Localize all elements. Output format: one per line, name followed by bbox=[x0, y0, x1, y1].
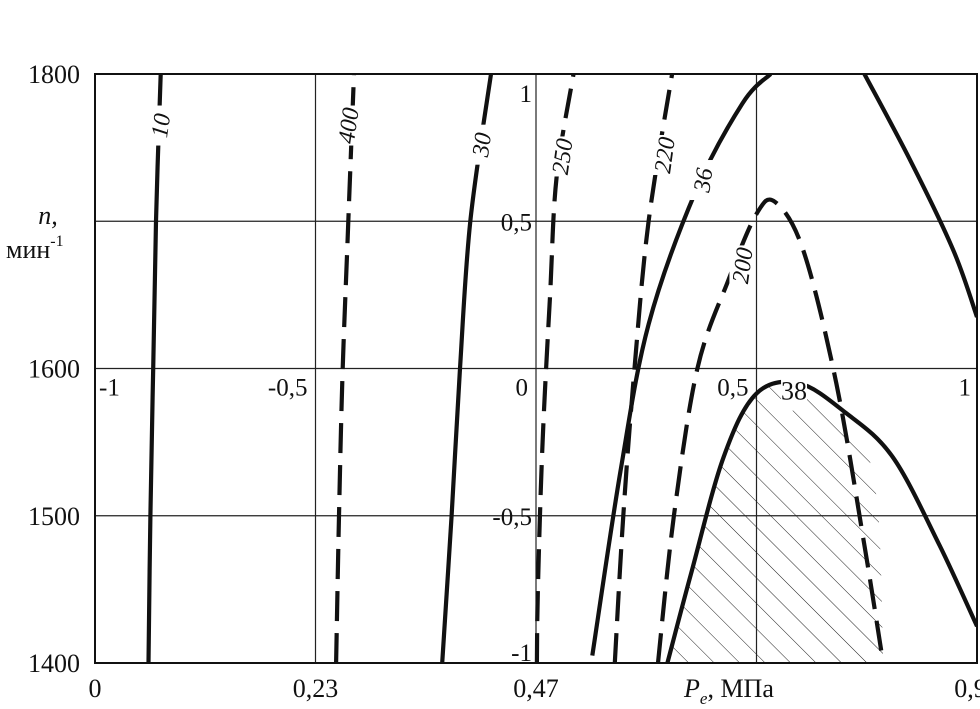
coded-x-label: 0,5 bbox=[717, 375, 748, 402]
isoline-label-mask bbox=[147, 105, 174, 146]
contour-line-200 bbox=[655, 197, 886, 663]
shaded-region-layer bbox=[667, 381, 884, 663]
coded-y-label: 0,5 bbox=[501, 209, 532, 236]
isoline-label: 200 bbox=[728, 246, 759, 285]
y-axis-unit-sup: -1 bbox=[50, 233, 63, 250]
contour-line-250 bbox=[534, 74, 576, 663]
x-axis-symbol: P bbox=[683, 674, 700, 703]
coded-y-label: -1 bbox=[511, 640, 532, 667]
coded-y-label: -0,5 bbox=[492, 504, 532, 531]
y-axis-title: n, bbox=[38, 201, 58, 230]
isoline-labels-layer: 10 400 30 250 220 36 200 38 bbox=[147, 105, 808, 411]
isoline-label: 220 bbox=[650, 135, 681, 174]
isoline-label-mask bbox=[549, 136, 576, 177]
contour-line-220 bbox=[612, 74, 675, 663]
x-tick-label: 0,94 bbox=[954, 674, 980, 703]
x-tick-label: 0,47 bbox=[513, 674, 559, 703]
isoline-label-mask bbox=[781, 370, 808, 411]
isoline-label-mask bbox=[729, 245, 756, 286]
contour-line-36 bbox=[590, 74, 773, 656]
contour-line-400 bbox=[334, 74, 357, 663]
y-axis-symbol: n, bbox=[38, 201, 58, 230]
y-tick-label: 1800 bbox=[28, 60, 80, 89]
isoline-label: 10 bbox=[147, 112, 176, 139]
coded-labels-layer: -1 -0,5 0 0,5 1 1 0,5 -0,5 -1 bbox=[99, 81, 971, 667]
coded-x-label: -1 bbox=[99, 375, 120, 402]
coded-x-label: 0 bbox=[516, 375, 529, 402]
y-tick-label: 1600 bbox=[28, 355, 80, 384]
isoline-label: 30 bbox=[468, 131, 497, 159]
x-tick-label: 0 bbox=[89, 674, 102, 703]
contour-line-30 bbox=[440, 74, 494, 663]
isoline-label: 400 bbox=[334, 106, 365, 145]
contour-line-unlabeled bbox=[862, 74, 977, 318]
y-axis-unit: мин-1 bbox=[6, 233, 64, 264]
contour-line-10 bbox=[146, 74, 163, 663]
y-tick-label: 1500 bbox=[28, 502, 80, 531]
isoline-label-mask bbox=[335, 105, 362, 146]
isoline-label-mask bbox=[690, 160, 717, 201]
isoline-label: 38 bbox=[781, 377, 807, 406]
y-tick-label: 1400 bbox=[28, 649, 80, 678]
x-axis-subscript: e bbox=[700, 689, 708, 708]
isoline-label-mask bbox=[651, 134, 678, 175]
isoline-label: 36 bbox=[689, 166, 718, 194]
plot-frame bbox=[94, 73, 978, 664]
x-axis-title: Pe, МПа bbox=[683, 674, 774, 708]
x-axis-unit: , МПа bbox=[707, 674, 774, 703]
tick-labels-layer: 00,230,470,941400150016001800 bbox=[28, 60, 980, 703]
isoline-label: 250 bbox=[548, 137, 579, 176]
coded-x-label: -0,5 bbox=[268, 375, 308, 402]
coded-y-label: 1 bbox=[520, 81, 533, 108]
hatched-optimum-region bbox=[667, 381, 884, 663]
grid-layer bbox=[95, 74, 977, 663]
coded-x-label: 1 bbox=[959, 375, 972, 402]
isoline-label-mask bbox=[468, 124, 495, 165]
x-tick-label: 0,23 bbox=[293, 674, 339, 703]
